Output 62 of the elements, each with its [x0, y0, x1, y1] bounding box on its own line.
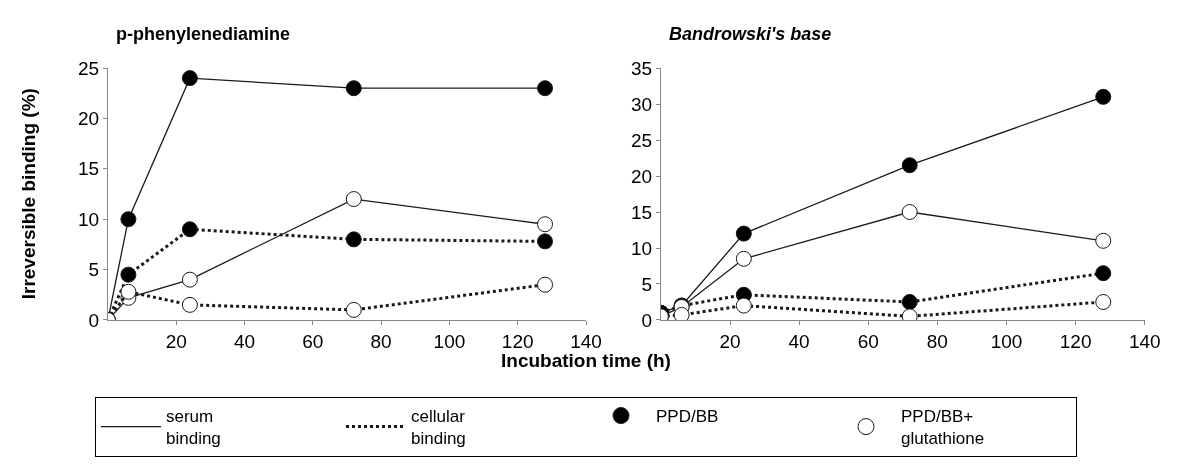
y-tick-label: 15	[630, 201, 653, 223]
y-tick-label: 30	[630, 93, 653, 115]
point	[345, 231, 362, 248]
y-tick-label: 10	[77, 208, 100, 230]
x-tick-label: 40	[788, 330, 810, 352]
x-tick-label: 120	[1059, 330, 1092, 352]
x-tick-label: 80	[926, 330, 948, 352]
point	[181, 70, 198, 87]
x-tick-label: 20	[165, 330, 187, 352]
y-tick-label: 0	[88, 309, 100, 331]
text: PPD/BB	[656, 407, 719, 427]
y-tick-label: 25	[630, 129, 653, 151]
point	[537, 276, 554, 293]
point	[120, 266, 137, 283]
x-tick-label: 140	[570, 330, 602, 352]
point	[537, 80, 554, 97]
x-axis-title: Incubation time (h)	[501, 350, 671, 371]
chart-title: p-phenylenediamine	[116, 24, 291, 44]
point	[181, 296, 198, 313]
point	[901, 204, 918, 220]
point	[120, 211, 137, 228]
point	[345, 191, 362, 208]
point	[120, 283, 137, 300]
text: cellular binding	[411, 407, 466, 449]
x-tick-label: 120	[501, 330, 534, 352]
point	[735, 297, 752, 314]
point	[1095, 232, 1112, 249]
y-tick-label: 25	[77, 57, 100, 79]
x-tick-label: 100	[990, 330, 1023, 352]
x-tick-label: 140	[1128, 330, 1161, 352]
point	[1095, 293, 1112, 310]
y-tick-label: 20	[630, 165, 653, 187]
point	[901, 157, 918, 174]
y-tick-label: 15	[77, 158, 100, 180]
y-tick-label: 0	[641, 309, 653, 331]
point	[1095, 88, 1112, 105]
chart-title: Bandrowski's base	[669, 24, 832, 44]
point	[181, 271, 198, 288]
point	[735, 250, 752, 267]
point	[537, 216, 554, 233]
text: PPD/BB+ glutathione	[901, 407, 985, 449]
y-tick-label: 5	[88, 259, 100, 281]
x-tick-label: 100	[433, 330, 466, 352]
point	[901, 293, 918, 310]
point	[673, 306, 690, 320]
y-tick-label: 20	[77, 108, 100, 130]
x-tick-label: 60	[302, 330, 324, 352]
y-tick-label: 10	[630, 237, 653, 259]
point	[181, 221, 198, 238]
x-tick-label: 20	[719, 330, 741, 352]
y-axis-title: Irreversible binding (%)	[18, 88, 40, 300]
y-tick-label: 35	[630, 57, 653, 79]
point	[1095, 265, 1112, 282]
point	[345, 301, 362, 318]
point	[537, 233, 554, 250]
x-tick-label: 60	[857, 330, 879, 352]
point	[345, 80, 362, 97]
text: serum binding	[166, 407, 221, 449]
x-tick-label: 80	[370, 330, 392, 352]
y-tick-label: 5	[641, 273, 653, 295]
x-tick-label: 40	[233, 330, 256, 352]
point	[735, 225, 752, 242]
